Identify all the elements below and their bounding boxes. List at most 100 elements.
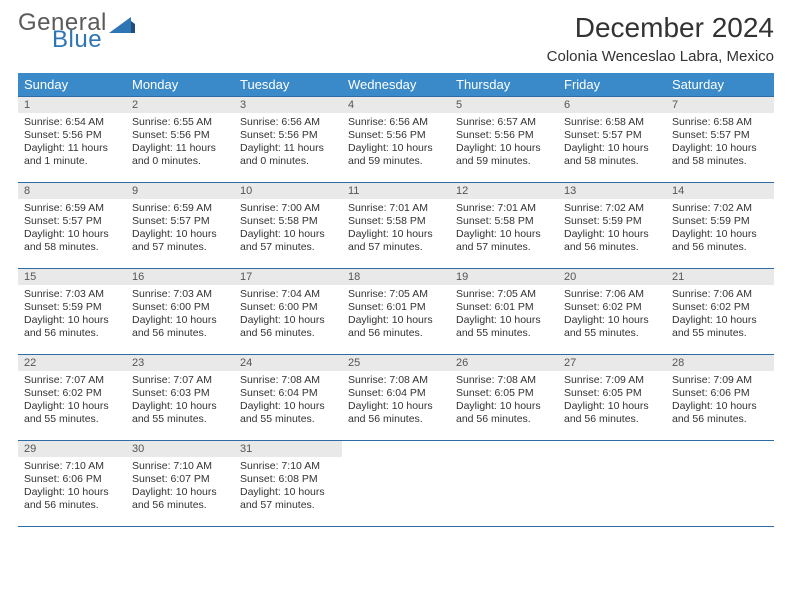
day-body: Sunrise: 7:10 AMSunset: 6:06 PMDaylight:… (18, 457, 126, 517)
calendar-table: Sunday Monday Tuesday Wednesday Thursday… (18, 73, 774, 527)
calendar-day-cell: 16Sunrise: 7:03 AMSunset: 6:00 PMDayligh… (126, 269, 234, 355)
calendar-day-cell: 23 Sunrise: 7:07 AMSunset: 6:03 PMDayligh… (126, 355, 234, 441)
brand-logo: General Blue (18, 12, 135, 52)
sunrise-line: Sunrise: 7:08 AM (240, 374, 336, 387)
day-body: Sunrise: 7:10 AMSunset: 6:08 PMDaylight:… (234, 457, 342, 517)
calendar-tbody: 1Sunrise: 6:54 AMSunset: 5:56 PMDaylight… (18, 97, 774, 527)
calendar-day-cell: 4Sunrise: 6:56 AMSunset: 5:56 PMDaylight… (342, 97, 450, 183)
day-body: Sunrise: 6:56 AMSunset: 5:56 PMDaylight:… (342, 113, 450, 173)
sunrise-line: Sunrise: 7:01 AM (456, 202, 552, 215)
sunset-line: Sunset: 5:56 PM (24, 129, 120, 142)
sunrise-line: Sunrise: 6:54 AM (24, 116, 120, 129)
calendar-day-cell: 21Sunrise: 7:06 AMSunset: 6:02 PMDayligh… (666, 269, 774, 355)
month-title: December 2024 (547, 12, 774, 44)
sunrise-line: Sunrise: 6:58 AM (672, 116, 768, 129)
day-body: Sunrise: 7:05 AMSunset: 6:01 PMDaylight:… (450, 285, 558, 345)
calendar-week-row: 15Sunrise: 7:03 AMSunset: 5:59 PMDayligh… (18, 269, 774, 355)
sunrise-line: Sunrise: 6:59 AM (132, 202, 228, 215)
calendar-day-cell: 27Sunrise: 7:09 AMSunset: 6:05 PMDayligh… (558, 355, 666, 441)
brand-text: General Blue (18, 12, 135, 52)
title-block: December 2024 Colonia Wenceslao Labra, M… (547, 12, 774, 65)
day-number: 23 (126, 355, 234, 371)
calendar-day-cell: 17Sunrise: 7:04 AMSunset: 6:00 PMDayligh… (234, 269, 342, 355)
brand-word2: Blue (52, 29, 135, 52)
day-number: 2 (126, 97, 234, 113)
calendar-day-cell: 24Sunrise: 7:08 AMSunset: 6:04 PMDayligh… (234, 355, 342, 441)
calendar-day-cell: 9Sunrise: 6:59 AMSunset: 5:57 PMDaylight… (126, 183, 234, 269)
day-number: 26 (450, 355, 558, 371)
sunset-line: Sunset: 6:04 PM (348, 387, 444, 400)
day-body: Sunrise: 7:08 AMSunset: 6:04 PMDaylight:… (234, 371, 342, 431)
sunset-line: Sunset: 6:03 PM (132, 387, 228, 400)
sunrise-line: Sunrise: 7:10 AM (132, 460, 228, 473)
calendar-day-cell: 5Sunrise: 6:57 AMSunset: 5:56 PMDaylight… (450, 97, 558, 183)
daylight-line: Daylight: 10 hours and 55 minutes. (456, 314, 552, 340)
day-body: Sunrise: 7:06 AMSunset: 6:02 PMDaylight:… (558, 285, 666, 345)
day-body: Sunrise: 7:05 AMSunset: 6:01 PMDaylight:… (342, 285, 450, 345)
day-number: 15 (18, 269, 126, 285)
sunset-line: Sunset: 6:06 PM (672, 387, 768, 400)
day-body: Sunrise: 7:07 AMSunset: 6:02 PMDaylight:… (18, 371, 126, 431)
page-header: General Blue December 2024 Colonia Wence… (18, 12, 774, 65)
day-body: Sunrise: 7:04 AMSunset: 6:00 PMDaylight:… (234, 285, 342, 345)
daylight-line: Daylight: 10 hours and 55 minutes. (564, 314, 660, 340)
sunset-line: Sunset: 5:59 PM (672, 215, 768, 228)
daylight-line: Daylight: 11 hours and 1 minute. (24, 142, 120, 168)
day-body: Sunrise: 7:00 AMSunset: 5:58 PMDaylight:… (234, 199, 342, 259)
daylight-line: Daylight: 10 hours and 59 minutes. (348, 142, 444, 168)
daylight-line: Daylight: 10 hours and 55 minutes. (132, 400, 228, 426)
daylight-line: Daylight: 10 hours and 56 minutes. (24, 314, 120, 340)
sunset-line: Sunset: 5:56 PM (240, 129, 336, 142)
sunrise-line: Sunrise: 7:01 AM (348, 202, 444, 215)
day-number: 3 (234, 97, 342, 113)
sunset-line: Sunset: 6:00 PM (240, 301, 336, 314)
sunset-line: Sunset: 6:00 PM (132, 301, 228, 314)
sunset-line: Sunset: 6:08 PM (240, 473, 336, 486)
day-number: 11 (342, 183, 450, 199)
sunset-line: Sunset: 5:56 PM (132, 129, 228, 142)
sunrise-line: Sunrise: 6:56 AM (240, 116, 336, 129)
sunrise-line: Sunrise: 7:05 AM (456, 288, 552, 301)
day-body: Sunrise: 6:58 AMSunset: 5:57 PMDaylight:… (666, 113, 774, 173)
day-body: Sunrise: 7:01 AMSunset: 5:58 PMDaylight:… (342, 199, 450, 259)
dow-header: Sunday (18, 73, 126, 97)
day-number: 17 (234, 269, 342, 285)
dow-header: Friday (558, 73, 666, 97)
calendar-week-row: 8Sunrise: 6:59 AMSunset: 5:57 PMDaylight… (18, 183, 774, 269)
day-body: Sunrise: 7:08 AMSunset: 6:05 PMDaylight:… (450, 371, 558, 431)
calendar-week-row: 29Sunrise: 7:10 AMSunset: 6:06 PMDayligh… (18, 441, 774, 527)
sunset-line: Sunset: 5:59 PM (24, 301, 120, 314)
daylight-line: Daylight: 10 hours and 57 minutes. (240, 228, 336, 254)
daylight-line: Daylight: 11 hours and 0 minutes. (132, 142, 228, 168)
sunrise-line: Sunrise: 7:08 AM (456, 374, 552, 387)
sunset-line: Sunset: 5:57 PM (132, 215, 228, 228)
sunset-line: Sunset: 5:56 PM (348, 129, 444, 142)
calendar-day-cell (666, 441, 774, 527)
day-body: Sunrise: 7:06 AMSunset: 6:02 PMDaylight:… (666, 285, 774, 345)
sunset-line: Sunset: 6:05 PM (564, 387, 660, 400)
calendar-day-cell: 11Sunrise: 7:01 AMSunset: 5:58 PMDayligh… (342, 183, 450, 269)
day-body: Sunrise: 7:01 AMSunset: 5:58 PMDaylight:… (450, 199, 558, 259)
daylight-line: Daylight: 10 hours and 55 minutes. (24, 400, 120, 426)
daylight-line: Daylight: 10 hours and 56 minutes. (456, 400, 552, 426)
day-number: 19 (450, 269, 558, 285)
day-body: Sunrise: 6:54 AMSunset: 5:56 PMDaylight:… (18, 113, 126, 173)
daylight-line: Daylight: 10 hours and 56 minutes. (672, 228, 768, 254)
daylight-line: Daylight: 10 hours and 56 minutes. (564, 228, 660, 254)
sunrise-line: Sunrise: 7:07 AM (132, 374, 228, 387)
sunset-line: Sunset: 5:56 PM (456, 129, 552, 142)
day-body: Sunrise: 6:59 AMSunset: 5:57 PMDaylight:… (18, 199, 126, 259)
daylight-line: Daylight: 10 hours and 59 minutes. (456, 142, 552, 168)
sunset-line: Sunset: 6:07 PM (132, 473, 228, 486)
day-body: Sunrise: 6:56 AMSunset: 5:56 PMDaylight:… (234, 113, 342, 173)
sunrise-line: Sunrise: 7:09 AM (672, 374, 768, 387)
day-body: Sunrise: 7:02 AMSunset: 5:59 PMDaylight:… (558, 199, 666, 259)
dow-header: Monday (126, 73, 234, 97)
calendar-week-row: 22Sunrise: 7:07 AMSunset: 6:02 PMDayligh… (18, 355, 774, 441)
sunrise-line: Sunrise: 6:56 AM (348, 116, 444, 129)
calendar-day-cell (558, 441, 666, 527)
day-body: Sunrise: 6:58 AMSunset: 5:57 PMDaylight:… (558, 113, 666, 173)
calendar-day-cell: 19Sunrise: 7:05 AMSunset: 6:01 PMDayligh… (450, 269, 558, 355)
day-body: Sunrise: 7:03 AMSunset: 6:00 PMDaylight:… (126, 285, 234, 345)
day-number: 24 (234, 355, 342, 371)
